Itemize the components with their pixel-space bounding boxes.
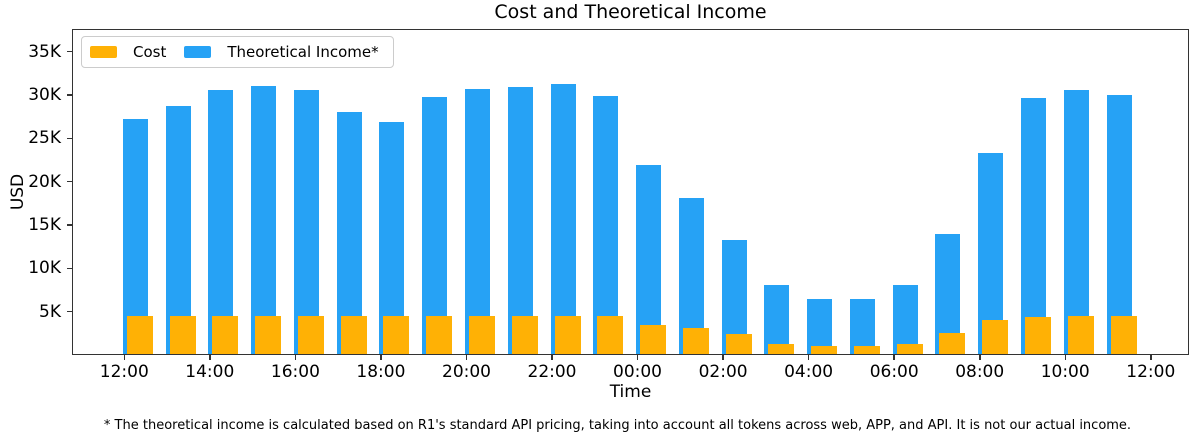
x-axis-label: Time bbox=[609, 382, 652, 402]
x-tick-mark bbox=[380, 355, 382, 360]
income-bar-20:00 bbox=[465, 88, 490, 354]
cost-bar-12:00 bbox=[126, 315, 153, 354]
income-bar-13:00 bbox=[165, 106, 191, 354]
income-bar-21:00 bbox=[507, 87, 533, 354]
cost-bar-06:00 bbox=[896, 343, 923, 354]
cost-bar-03:00 bbox=[768, 343, 795, 354]
cost-bar-16:00 bbox=[297, 315, 324, 354]
y-tick-label: 10K bbox=[28, 258, 61, 279]
cost-bar-21:00 bbox=[511, 315, 538, 354]
legend-label-cost: Cost bbox=[133, 43, 167, 61]
x-tick-mark bbox=[1064, 355, 1066, 360]
cost-bar-17:00 bbox=[340, 315, 367, 354]
x-tick-label: 20:00 bbox=[442, 362, 491, 382]
x-tick-mark bbox=[807, 355, 810, 360]
x-tick-mark bbox=[893, 355, 895, 360]
cost-bar-07:00 bbox=[939, 332, 966, 354]
y-tick-mark bbox=[67, 267, 72, 269]
cost-bar-13:00 bbox=[169, 315, 196, 354]
y-tick-label: 25K bbox=[28, 128, 61, 149]
cost-bar-18:00 bbox=[383, 315, 410, 354]
cost-bar-02:00 bbox=[725, 333, 752, 354]
cost-bar-14:00 bbox=[212, 315, 239, 354]
y-tick-mark bbox=[67, 310, 72, 313]
y-tick-label: 30K bbox=[28, 84, 61, 105]
income-bar-03:00 bbox=[764, 284, 790, 354]
x-tick-mark bbox=[465, 355, 468, 360]
legend: Cost Theoretical Income* bbox=[81, 36, 394, 68]
plot-area: Cost Theoretical Income* bbox=[72, 29, 1189, 355]
income-bar-22:00 bbox=[550, 84, 576, 354]
cost-bar-09:00 bbox=[1025, 316, 1051, 354]
income-bar-01:00 bbox=[678, 197, 704, 354]
x-tick-label: 12:00 bbox=[99, 362, 149, 382]
income-bar-14:00 bbox=[208, 90, 234, 354]
x-tick-label: 00:00 bbox=[613, 362, 662, 382]
legend-label-income: Theoretical Income* bbox=[227, 43, 379, 61]
cost-bar-08:00 bbox=[982, 320, 1009, 354]
cost-bar-19:00 bbox=[426, 315, 453, 354]
chart-title: Cost and Theoretical Income bbox=[494, 1, 767, 23]
x-tick-mark bbox=[636, 355, 639, 360]
y-tick-label: 5K bbox=[39, 301, 61, 322]
income-swatch-icon bbox=[184, 46, 212, 58]
income-bar-10:00 bbox=[1063, 90, 1089, 354]
x-tick-mark bbox=[722, 355, 724, 360]
x-tick-label: 04:00 bbox=[784, 362, 834, 382]
cost-bar-00:00 bbox=[640, 324, 666, 354]
y-tick-mark bbox=[67, 224, 72, 226]
y-tick-mark bbox=[67, 180, 72, 183]
x-tick-label: 12:00 bbox=[1126, 362, 1176, 382]
income-bar-17:00 bbox=[336, 112, 362, 354]
x-tick-label: 10:00 bbox=[1040, 362, 1090, 382]
y-tick-label: 15K bbox=[28, 214, 61, 235]
cost-bar-01:00 bbox=[682, 328, 709, 354]
cost-bar-11:00 bbox=[1110, 315, 1137, 354]
income-bar-09:00 bbox=[1021, 98, 1046, 354]
y-tick-mark bbox=[67, 137, 72, 139]
income-bar-19:00 bbox=[422, 97, 448, 354]
y-tick-mark bbox=[67, 94, 72, 96]
income-bar-05:00 bbox=[849, 298, 875, 354]
x-tick-mark bbox=[123, 355, 125, 360]
income-bar-06:00 bbox=[892, 284, 918, 354]
cost-bar-04:00 bbox=[811, 346, 838, 354]
legend-item-cost: Cost bbox=[90, 43, 166, 61]
income-bar-23:00 bbox=[593, 95, 619, 354]
cost-bar-10:00 bbox=[1067, 315, 1094, 354]
x-tick-label: 16:00 bbox=[270, 362, 320, 382]
y-tick-label: 35K bbox=[28, 41, 61, 62]
income-bar-11:00 bbox=[1106, 94, 1132, 354]
y-tick-mark bbox=[67, 50, 72, 53]
x-tick-mark bbox=[1150, 355, 1152, 360]
income-bar-15:00 bbox=[251, 86, 277, 354]
income-bar-00:00 bbox=[636, 165, 661, 354]
x-tick-label: 06:00 bbox=[869, 362, 919, 382]
cost-bar-05:00 bbox=[853, 345, 880, 354]
x-tick-label: 02:00 bbox=[698, 362, 748, 382]
x-tick-label: 14:00 bbox=[185, 362, 235, 382]
x-tick-mark bbox=[294, 355, 297, 360]
cost-swatch-icon bbox=[90, 46, 117, 58]
cost-bar-23:00 bbox=[597, 315, 624, 354]
y-tick-label: 20K bbox=[28, 171, 61, 192]
income-bar-12:00 bbox=[122, 119, 148, 354]
x-tick-label: 18:00 bbox=[356, 362, 406, 382]
income-bar-16:00 bbox=[293, 90, 319, 354]
income-bar-04:00 bbox=[807, 298, 833, 354]
footnote: * The theoretical income is calculated b… bbox=[103, 418, 1132, 433]
cost-bar-20:00 bbox=[469, 315, 495, 354]
x-tick-mark bbox=[979, 355, 981, 360]
legend-item-income: Theoretical Income* bbox=[184, 43, 379, 61]
x-tick-mark bbox=[551, 355, 553, 360]
cost-bar-15:00 bbox=[255, 315, 282, 354]
x-tick-mark bbox=[209, 355, 211, 360]
x-tick-label: 08:00 bbox=[955, 362, 1005, 382]
x-tick-label: 22:00 bbox=[527, 362, 577, 382]
income-bar-18:00 bbox=[379, 121, 405, 354]
cost-bar-22:00 bbox=[554, 315, 581, 354]
